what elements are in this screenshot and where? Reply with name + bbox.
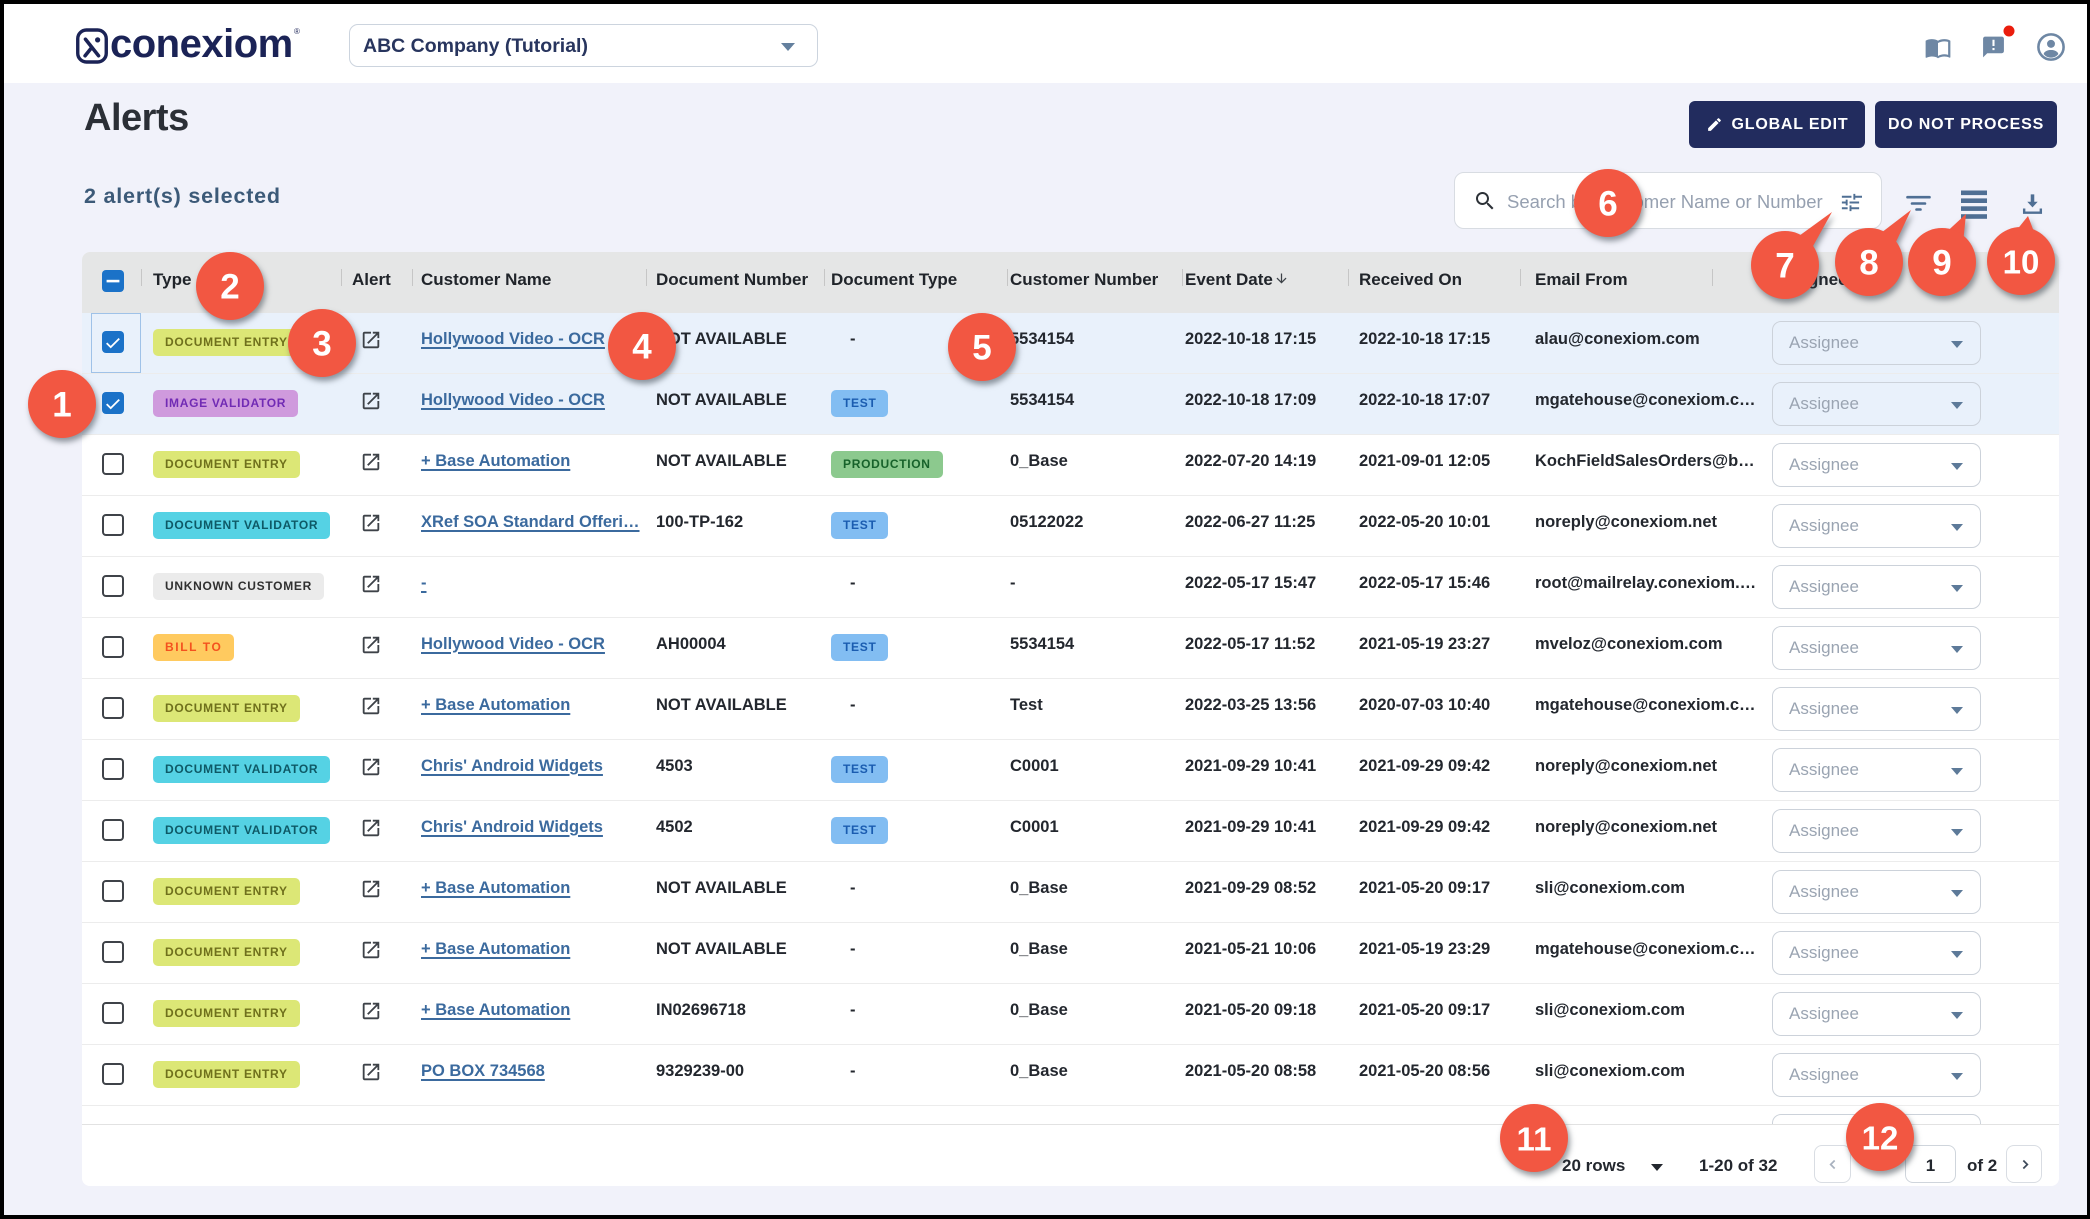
svg-text:7: 7: [1775, 247, 1794, 286]
svg-text:5: 5: [972, 329, 991, 368]
svg-text:9: 9: [1932, 244, 1951, 283]
svg-text:11: 11: [1517, 1121, 1552, 1158]
svg-text:4: 4: [632, 328, 652, 367]
svg-text:12: 12: [1862, 1120, 1899, 1157]
svg-text:8: 8: [1859, 244, 1878, 283]
svg-text:6: 6: [1598, 185, 1617, 224]
svg-text:2: 2: [220, 268, 239, 307]
svg-text:1: 1: [52, 386, 71, 425]
svg-text:10: 10: [2003, 244, 2040, 281]
svg-text:3: 3: [312, 325, 331, 364]
